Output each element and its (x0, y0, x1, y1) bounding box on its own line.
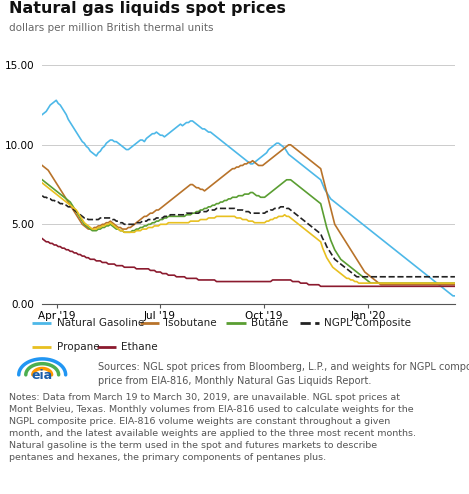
Text: Natural gas liquids spot prices: Natural gas liquids spot prices (9, 1, 286, 16)
Text: Natural Gasoline: Natural Gasoline (57, 318, 144, 328)
Text: Notes: Data from March 19 to March 30, 2019, are unavailable. NGL spot prices at: Notes: Data from March 19 to March 30, 2… (9, 393, 416, 462)
Text: Sources: NGL spot prices from Bloomberg, L.P., and weights for NGPL composite
pr: Sources: NGL spot prices from Bloomberg,… (98, 362, 469, 386)
Text: Propane: Propane (57, 342, 99, 352)
Text: Butane: Butane (251, 318, 288, 328)
Text: eia: eia (31, 369, 53, 382)
Text: Ethane: Ethane (121, 342, 158, 352)
Text: dollars per million British thermal units: dollars per million British thermal unit… (9, 23, 214, 33)
Text: NGPL Composite: NGPL Composite (324, 318, 411, 328)
Text: Isobutane: Isobutane (165, 318, 216, 328)
